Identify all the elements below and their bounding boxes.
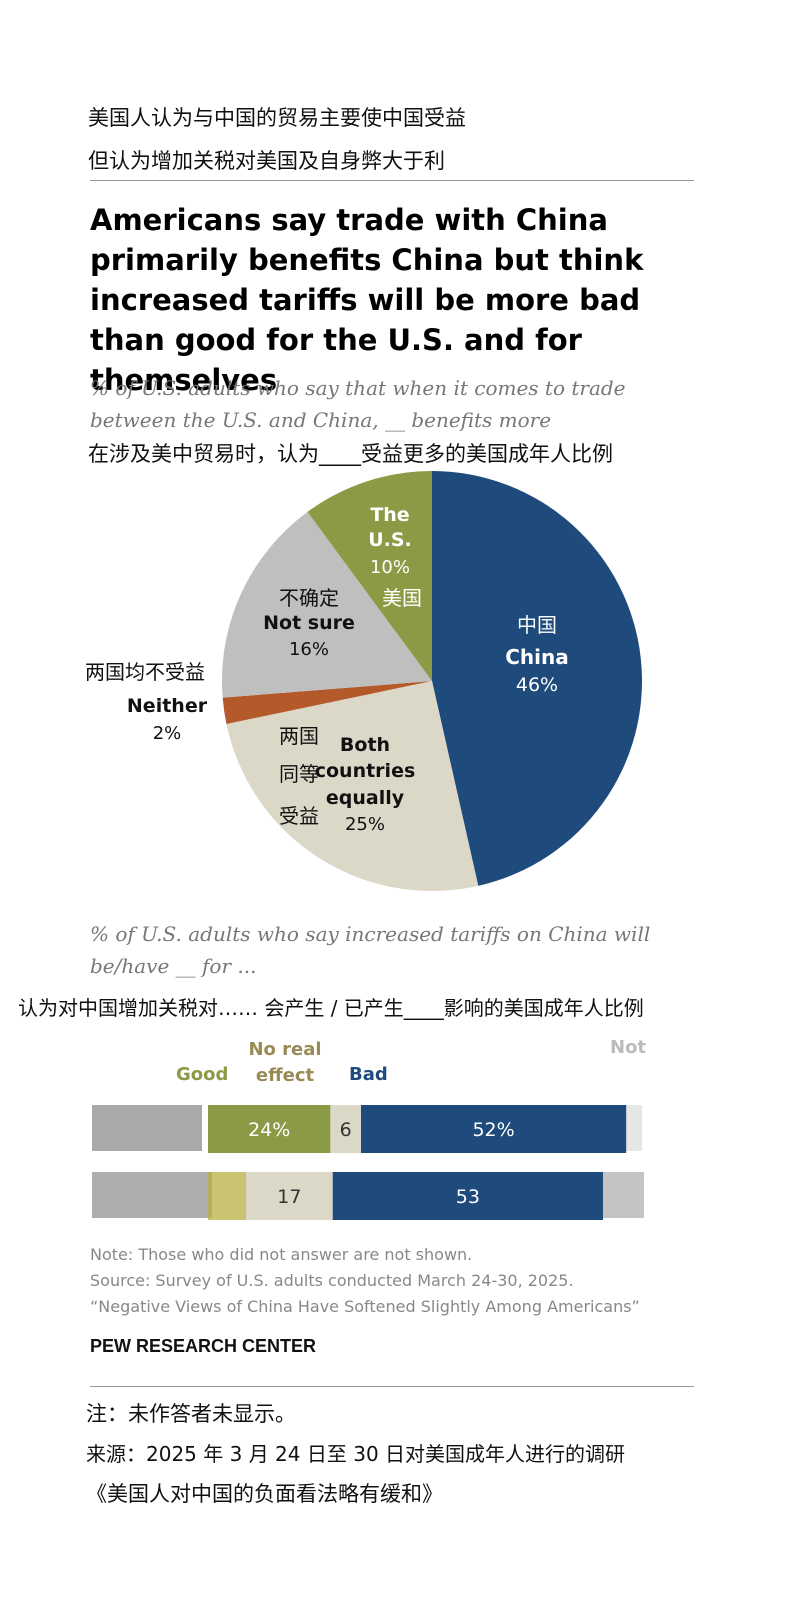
china-label: China — [505, 645, 569, 669]
bar-row-1-good — [208, 1105, 331, 1153]
source-text: Source: Survey of U.S. adults conducted … — [90, 1271, 574, 1290]
header-good: Good — [176, 1064, 229, 1085]
header-not: Not — [610, 1037, 647, 1058]
both-zh-label-1: 两国 — [279, 724, 319, 748]
china-zh-label: 中国 — [517, 613, 557, 637]
note-text: Note: Those who did not answer are not s… — [90, 1245, 473, 1264]
both-label-line1: Both — [340, 734, 390, 756]
bar-row-2-bad — [332, 1172, 603, 1220]
pie-subtitle-line1: % of U.S. adults who say that when it co… — [90, 376, 626, 400]
neither-zh-label: 两国均不受益 — [85, 660, 205, 684]
pie-slice-not-sure — [222, 511, 432, 698]
zh-report: 《美国人对中国的负面看法略有缓和》 — [86, 1482, 443, 1506]
china-value-label: 46% — [516, 674, 558, 696]
both-value-label: 25% — [345, 814, 385, 835]
bottom-rule — [90, 1386, 694, 1387]
header-bad: Bad — [349, 1064, 388, 1085]
chart-title: Americans say trade with China primarily… — [90, 203, 644, 397]
pie-slice-china — [432, 471, 643, 886]
bar-row-2-no-effect — [246, 1172, 333, 1220]
bar-chart: 24% 6 52% 17 53 — [92, 1105, 644, 1220]
bar-row-2-bad-label: 53 — [456, 1186, 480, 1208]
bar-row-1-bad-label: 52% — [472, 1119, 514, 1141]
bar-row-1-no-effect — [330, 1105, 361, 1153]
not-sure-zh-label: 不确定 — [279, 586, 339, 610]
both-zh-label-3: 受益 — [279, 804, 319, 828]
zh-header-line2: 但认为增加关税对美国及自身弊大于利 — [88, 149, 445, 173]
row-label-2-blurred — [92, 1172, 212, 1218]
neither-label: Neither — [127, 695, 208, 717]
both-label-line3: equally — [326, 787, 405, 809]
not-sure-label: Not sure — [263, 612, 355, 634]
both-label-line2: countries — [315, 760, 416, 782]
top-rule — [90, 180, 694, 181]
us-zh-label: 美国 — [382, 586, 422, 610]
zh-header-line1: 美国人认为与中国的贸易主要使中国受益 — [88, 106, 466, 130]
pie-slice-neither — [222, 681, 432, 725]
bar-row-2-good-blurred — [208, 1172, 246, 1220]
bar-row-1-no-effect-label: 6 — [340, 1119, 352, 1141]
bar-subtitle-line1: % of U.S. adults who say increased tarif… — [90, 922, 651, 946]
bar-subtitle-line2: be/have __ for ... — [90, 954, 257, 978]
us-label-line1: The — [370, 504, 409, 526]
us-value-label: 10% — [370, 557, 410, 578]
pew-logo-text: PEW RESEARCH CENTER — [90, 1336, 317, 1356]
bar-row-1-bad — [361, 1105, 627, 1153]
bar-row-2-no-effect-label: 17 — [277, 1186, 301, 1208]
row-label-1-blurred — [92, 1105, 202, 1151]
zh-source: 来源：2025 年 3 月 24 日至 30 日对美国成年人进行的调研 — [86, 1442, 626, 1466]
zh-note: 注：未作答者未显示。 — [86, 1402, 296, 1426]
bar-subtitle-zh: 认为对中国增加关税对…… 会产生 / 已产生____影响的美国成年人比例 — [18, 996, 644, 1020]
pie-chart: 中国 China 46% The U.S. 10% 美国 不确定 Not sur… — [85, 471, 643, 891]
pie-slice-us — [307, 471, 432, 681]
us-label-line2: U.S. — [368, 529, 412, 551]
report-title: “Negative Views of China Have Softened S… — [90, 1297, 640, 1316]
not-sure-value-label: 16% — [289, 639, 329, 660]
pie-slice-both — [226, 681, 479, 891]
both-zh-label-2: 同等 — [279, 762, 319, 786]
neither-value-label: 2% — [153, 723, 182, 744]
bar-row-1-good-label: 24% — [248, 1119, 290, 1141]
pie-subtitle-line2: between the U.S. and China, __ benefits … — [90, 408, 552, 432]
header-no-real-effect: No real effect — [248, 1039, 322, 1086]
pie-subtitle-zh: 在涉及美中贸易时，认为____受益更多的美国成年人比例 — [88, 442, 613, 466]
